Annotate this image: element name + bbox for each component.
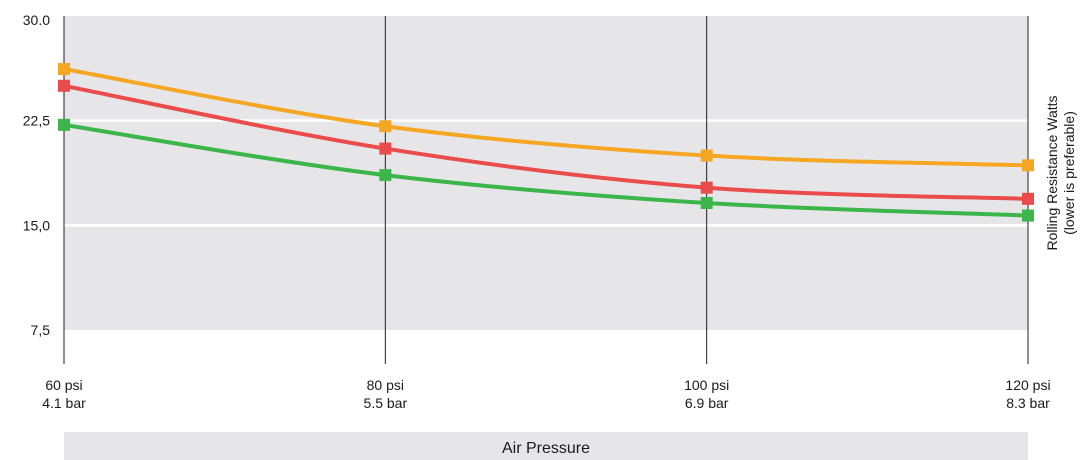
x-tick-sublabel: 5.5 bar — [364, 395, 408, 411]
series-point — [379, 120, 392, 133]
x-tick-label: 100 psi — [684, 377, 729, 393]
y-tick-label: 15,0 — [23, 217, 50, 233]
x-tick-labels: 60 psi 4.1 bar 80 psi 5.5 bar 100 psi 6.9 bar… — [42, 377, 1050, 411]
x-axis-title: Air Pressure — [502, 440, 590, 457]
series-line — [62, 83, 1030, 201]
y-axis-label-note: (lower is preferable) — [1061, 111, 1077, 235]
series-point — [1022, 209, 1034, 222]
series-point — [379, 142, 392, 155]
series-point — [700, 149, 713, 162]
x-tick-label: 60 psi — [45, 377, 82, 393]
y-tick-label: 7,5 — [31, 322, 51, 338]
series-point — [700, 181, 713, 194]
series-point — [1022, 192, 1034, 205]
x-axis-title-band — [64, 432, 1028, 460]
x-tick-label: 80 psi — [367, 377, 404, 393]
series-line — [62, 67, 1030, 168]
series-point — [700, 197, 713, 210]
x-tick-sublabel: 8.3 bar — [1006, 395, 1050, 411]
y-tick-labels: 30.0 22,5 15,0 7,5 — [23, 12, 50, 338]
x-tick-sublabel: 6.9 bar — [685, 395, 729, 411]
series-line — [62, 122, 1030, 218]
series-point — [58, 79, 70, 92]
y-tick-label: 30.0 — [23, 12, 50, 28]
series-point — [58, 63, 70, 76]
y-axis-label: Rolling Resistance Watts — [1044, 95, 1060, 250]
series-point — [1022, 159, 1034, 172]
y-tick-label: 22,5 — [23, 113, 50, 129]
x-tick-sublabel: 4.1 bar — [42, 395, 86, 411]
series-point — [58, 118, 70, 131]
series-group — [58, 63, 1034, 222]
x-tick-label: 120 psi — [1005, 377, 1050, 393]
series-point — [379, 169, 392, 182]
